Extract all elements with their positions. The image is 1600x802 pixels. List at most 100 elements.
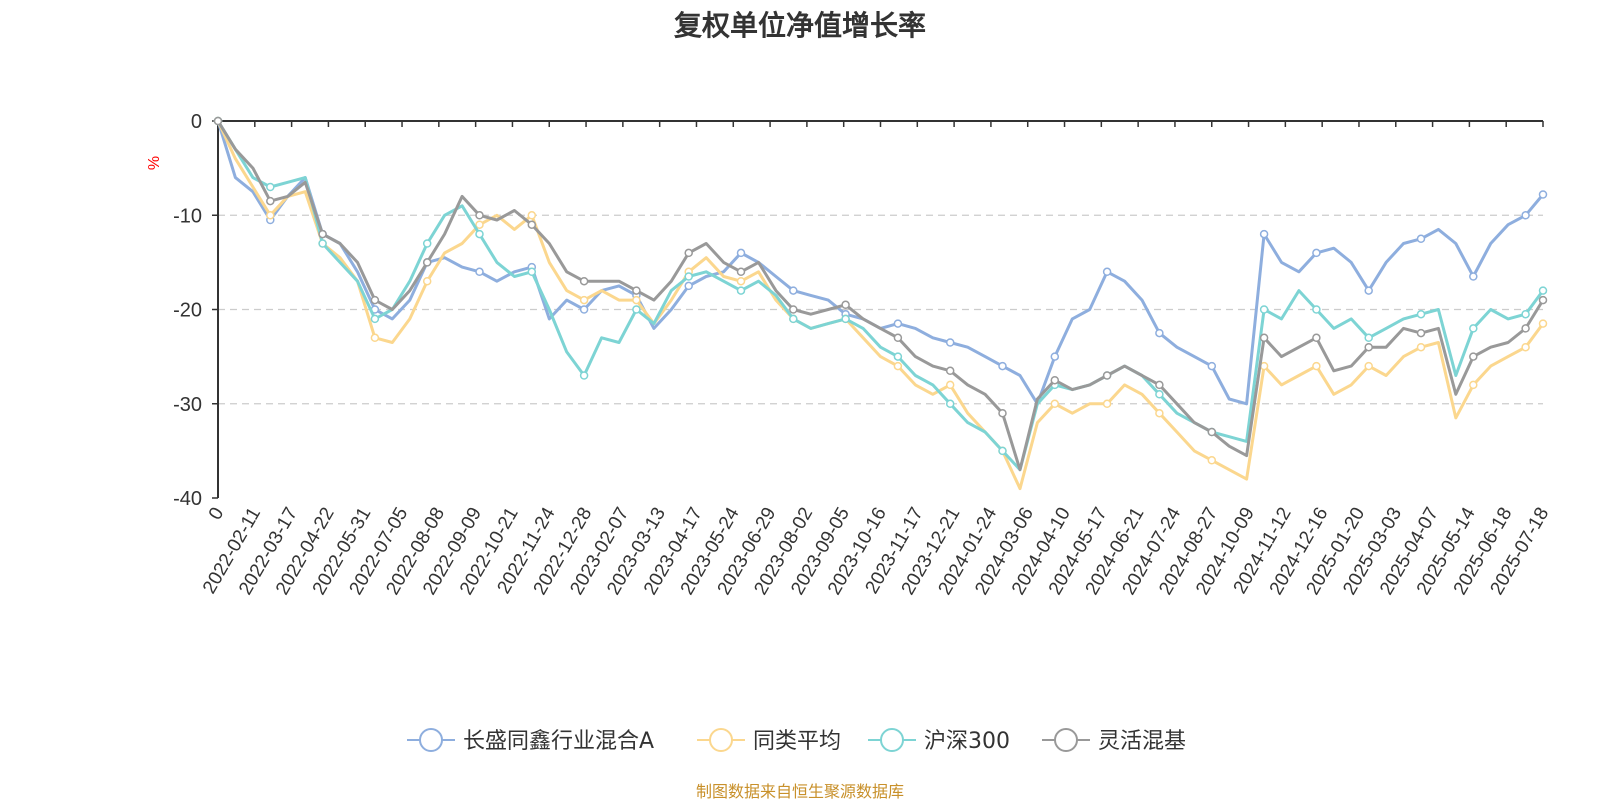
series-3 <box>213 116 1548 472</box>
data-point <box>945 366 955 376</box>
data-point <box>789 314 798 324</box>
series-line <box>216 120 1545 406</box>
data-point <box>736 267 746 277</box>
grid-lines <box>218 214 1543 405</box>
data-point <box>475 220 484 229</box>
data-point <box>1364 342 1373 352</box>
data-point <box>266 211 275 220</box>
data-point <box>841 314 850 324</box>
data-point <box>632 286 641 295</box>
y-tick-label: -40 <box>173 488 202 510</box>
data-point <box>1207 427 1217 437</box>
series-lines <box>213 116 1548 491</box>
data-point <box>1538 295 1548 305</box>
data-point <box>893 361 903 371</box>
data-point <box>1102 267 1112 277</box>
y-axis-unit-label: % <box>146 156 163 170</box>
legend-label: 灵活混基 <box>1098 729 1186 754</box>
legend-item[interactable]: 长盛同鑫行业混合A <box>407 728 654 754</box>
axes: 0-10-20-30-4002022-02-112022-03-172022-0… <box>173 111 1553 599</box>
data-point <box>684 248 693 258</box>
data-point <box>893 319 903 328</box>
data-point <box>1312 248 1321 258</box>
data-point <box>1521 211 1530 220</box>
data-point <box>1050 375 1060 385</box>
data-point <box>998 408 1007 418</box>
legend-marker <box>1054 728 1078 752</box>
series-line <box>216 120 1545 491</box>
data-point <box>1538 190 1548 199</box>
data-point <box>579 371 589 380</box>
data-point <box>579 305 589 314</box>
series-line <box>216 120 1545 472</box>
data-point <box>1259 229 1269 239</box>
x-tick-label: 0 <box>205 504 228 524</box>
data-point <box>370 314 380 324</box>
data-point <box>318 229 327 239</box>
data-point <box>789 286 798 295</box>
data-point <box>1207 456 1217 465</box>
series-2 <box>213 116 1548 491</box>
data-point <box>684 272 693 281</box>
data-point <box>1364 333 1373 343</box>
data-point <box>945 380 955 390</box>
data-point <box>1469 352 1478 361</box>
data-point <box>1155 390 1164 399</box>
data-point <box>1538 319 1548 328</box>
data-point <box>579 295 589 305</box>
y-tick-label: -10 <box>173 205 202 227</box>
data-point <box>1469 272 1478 281</box>
data-point <box>893 333 903 343</box>
legend-item[interactable]: 灵活混基 <box>1042 728 1186 754</box>
data-point <box>736 276 746 286</box>
data-point <box>1469 380 1478 390</box>
data-point <box>893 352 903 361</box>
data-point <box>998 446 1007 456</box>
data-point <box>1416 328 1426 338</box>
legend[interactable]: 长盛同鑫行业混合A 同类平均 沪深300 灵活混基 <box>407 728 1186 754</box>
data-point <box>1259 333 1269 343</box>
legend-label: 沪深300 <box>924 729 1010 754</box>
data-point <box>475 229 484 239</box>
data-point <box>1312 361 1321 371</box>
data-point <box>1050 399 1060 409</box>
chart-title: 复权单位净值增长率 <box>673 9 926 42</box>
data-point <box>1469 324 1478 333</box>
data-point <box>736 248 746 258</box>
data-point <box>1538 286 1548 295</box>
data-point <box>318 239 327 248</box>
series-line <box>216 120 1545 472</box>
y-tick-label: -30 <box>173 394 202 416</box>
data-point <box>370 333 380 343</box>
legend-marker <box>880 728 904 752</box>
data-point <box>1416 309 1426 319</box>
data-point <box>684 281 693 291</box>
data-point <box>945 399 955 409</box>
y-tick-label: -20 <box>173 300 202 322</box>
y-tick-label: 0 <box>191 111 202 133</box>
data-point <box>1050 352 1060 361</box>
data-point <box>266 182 275 192</box>
data-point <box>422 276 432 286</box>
data-point <box>736 286 746 295</box>
data-point <box>475 211 484 220</box>
data-point <box>527 220 537 229</box>
legend-item[interactable]: 沪深300 <box>868 728 1010 754</box>
legend-item[interactable]: 同类平均 <box>697 728 841 754</box>
data-point <box>945 338 955 347</box>
data-point <box>1155 328 1164 338</box>
legend-marker <box>709 728 733 752</box>
data-point <box>475 267 484 277</box>
data-point <box>1155 408 1164 418</box>
legend-marker <box>419 728 443 752</box>
data-point <box>1521 309 1530 319</box>
data-point <box>1102 371 1112 380</box>
data-point <box>632 295 641 305</box>
data-point <box>266 196 275 206</box>
data-point <box>1207 361 1217 371</box>
data-point <box>422 239 432 248</box>
data-point <box>632 305 641 314</box>
data-point <box>213 116 223 126</box>
data-point <box>1312 305 1321 314</box>
data-point <box>579 276 589 286</box>
